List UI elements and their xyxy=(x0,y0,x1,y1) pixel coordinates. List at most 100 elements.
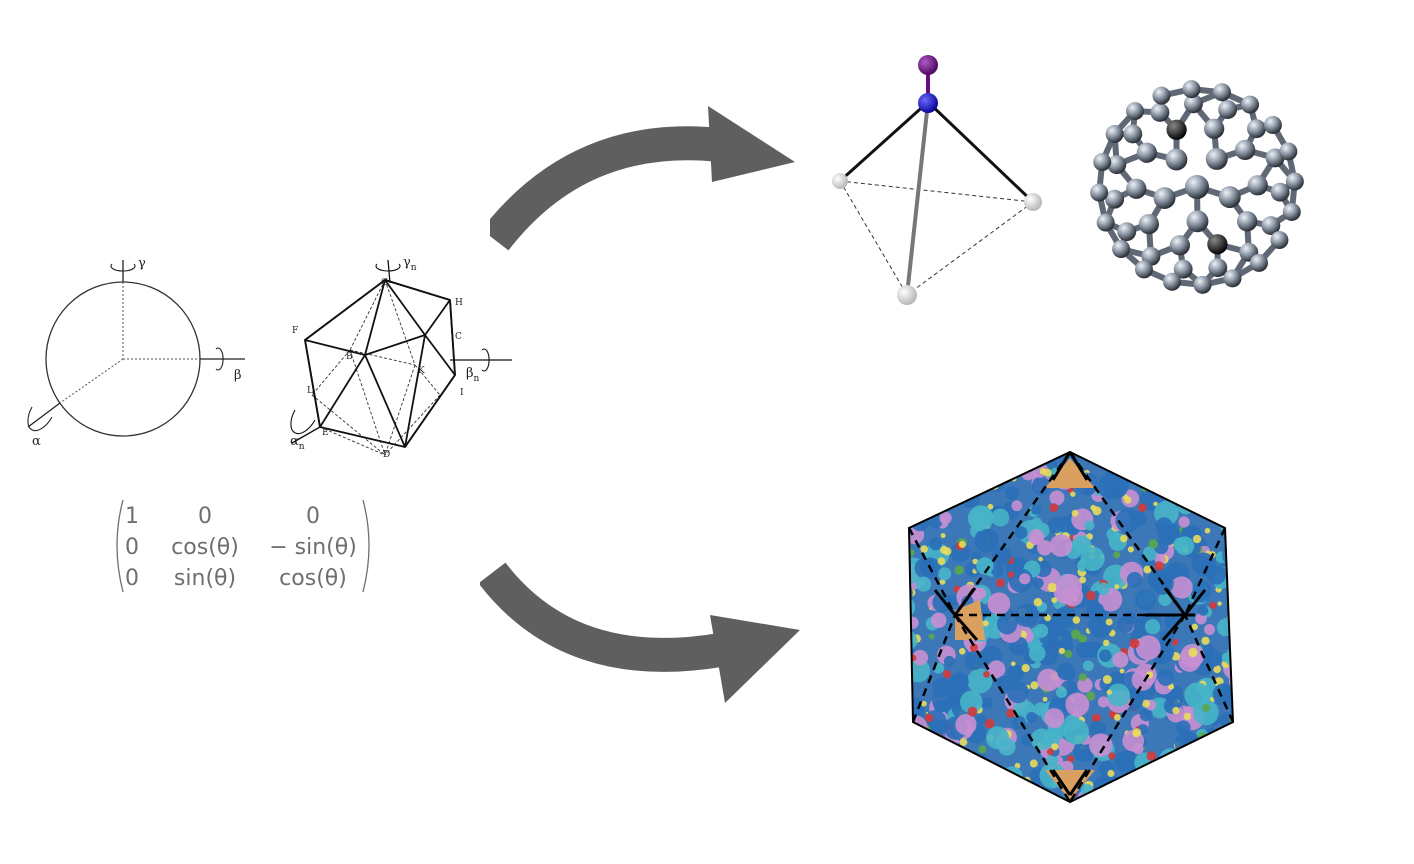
capsid-protein xyxy=(1153,452,1172,459)
capsid-protein xyxy=(915,485,932,501)
capsid-protein xyxy=(900,493,908,501)
capsid-protein xyxy=(1114,584,1120,590)
capsid-protein xyxy=(915,576,932,592)
central-atom xyxy=(918,93,938,113)
capsid-protein xyxy=(895,553,898,559)
capsid-protein xyxy=(950,542,971,563)
capsid-protein xyxy=(1120,534,1128,543)
capsid-protein xyxy=(1029,759,1038,768)
capsid-protein xyxy=(1052,452,1072,454)
rotation-diagram-svg: γ β α xyxy=(27,255,512,460)
capsid-protein xyxy=(896,549,907,560)
virus-capsid xyxy=(895,440,1245,810)
alpha-n-label: αn xyxy=(290,434,305,452)
capsid-protein xyxy=(1227,764,1233,777)
capsid-protein xyxy=(1171,790,1180,800)
capsid-protein xyxy=(1229,539,1233,552)
capsid-protein xyxy=(1007,681,1029,704)
capsid-protein xyxy=(1021,664,1030,673)
capsid-protein xyxy=(1214,790,1229,802)
capsid-protein xyxy=(951,453,962,464)
fullerene-atom xyxy=(1241,95,1260,114)
fullerene-atom xyxy=(1186,210,1209,233)
fullerene-atom xyxy=(1193,275,1212,294)
capsid-protein xyxy=(992,546,1012,566)
capsid-protein xyxy=(1235,503,1241,509)
capsid-protein xyxy=(1016,462,1026,472)
capsid-protein xyxy=(967,706,978,717)
capsid-protein xyxy=(1140,773,1164,797)
vertex-label: K xyxy=(418,366,425,376)
capsid-protein xyxy=(1125,452,1132,458)
circular-arrow-icon xyxy=(110,263,136,272)
capsid-protein xyxy=(1169,443,1175,449)
vertex-label: D xyxy=(383,450,390,460)
capsid-protein xyxy=(1142,546,1158,561)
capsid-protein xyxy=(1103,473,1129,499)
capsid-protein xyxy=(1031,787,1041,797)
fullerene-c60 xyxy=(1080,70,1315,305)
capsid-protein xyxy=(1206,745,1224,763)
capsid-protein xyxy=(987,660,1006,679)
capsid-protein xyxy=(1092,506,1102,516)
capsid-protein xyxy=(941,752,948,759)
capsid-protein xyxy=(991,508,1010,527)
fullerene-atom xyxy=(1208,258,1228,278)
capsid-protein xyxy=(1144,619,1161,635)
capsid-protein xyxy=(895,766,900,771)
fullerene-atom xyxy=(1166,119,1187,140)
capsid-protein xyxy=(1132,788,1142,798)
capsid-protein xyxy=(1155,798,1175,802)
capsid-protein xyxy=(1222,744,1233,768)
capsid-protein xyxy=(1168,480,1186,498)
capsid-protein xyxy=(1091,713,1101,723)
capsid-protein xyxy=(1031,504,1042,515)
capsid-protein xyxy=(1198,605,1209,616)
capsid-protein xyxy=(1076,641,1093,659)
capsid-protein xyxy=(1208,508,1218,518)
capsid-protein xyxy=(1079,748,1094,763)
capsid-protein xyxy=(1170,791,1197,802)
circular-arrow-icon xyxy=(27,406,53,432)
capsid-protein xyxy=(1238,699,1244,705)
fullerene-atom xyxy=(1247,119,1266,139)
capsid-protein xyxy=(960,485,973,498)
capsid-protein xyxy=(1134,617,1148,631)
capsid-protein xyxy=(1178,516,1190,528)
capsid-protein xyxy=(895,755,901,762)
capsid-protein xyxy=(1230,500,1233,511)
capsid-protein xyxy=(1135,635,1161,661)
capsid-protein xyxy=(987,592,1011,616)
fullerene-atom xyxy=(1247,175,1268,196)
fullerene-atom xyxy=(1134,260,1153,279)
capsid-protein xyxy=(1203,649,1222,668)
capsid-protein xyxy=(1236,513,1245,530)
capsid-protein xyxy=(916,475,928,486)
capsid-protein xyxy=(1199,492,1213,506)
capsid-protein xyxy=(1111,804,1117,810)
circular-arrow-icon xyxy=(481,348,490,372)
capsid-protein xyxy=(895,619,904,633)
alpha-label: α xyxy=(32,434,41,449)
capsid-protein xyxy=(1204,752,1223,771)
capsid-protein xyxy=(1227,567,1233,579)
capsid-protein xyxy=(980,786,997,802)
capsid-protein xyxy=(1085,601,1105,621)
capsid-protein xyxy=(895,615,900,625)
fullerene-atom xyxy=(1105,189,1125,209)
vertex-label: G xyxy=(381,278,388,288)
capsid-protein xyxy=(1070,491,1076,497)
capsid-protein xyxy=(923,767,943,787)
capsid-protein xyxy=(1230,635,1233,660)
capsid-protein xyxy=(940,533,946,539)
capsid-protein xyxy=(903,520,909,526)
capsid-protein xyxy=(1002,458,1008,465)
capsid-protein xyxy=(1014,526,1028,540)
capsid-protein xyxy=(954,565,964,575)
capsid-protein xyxy=(1164,452,1182,468)
capsid-protein xyxy=(1108,752,1116,760)
capsid-protein xyxy=(958,648,966,655)
capsid-protein xyxy=(909,490,930,510)
ligand-atom xyxy=(1024,193,1042,211)
ligand-atom xyxy=(897,285,917,305)
